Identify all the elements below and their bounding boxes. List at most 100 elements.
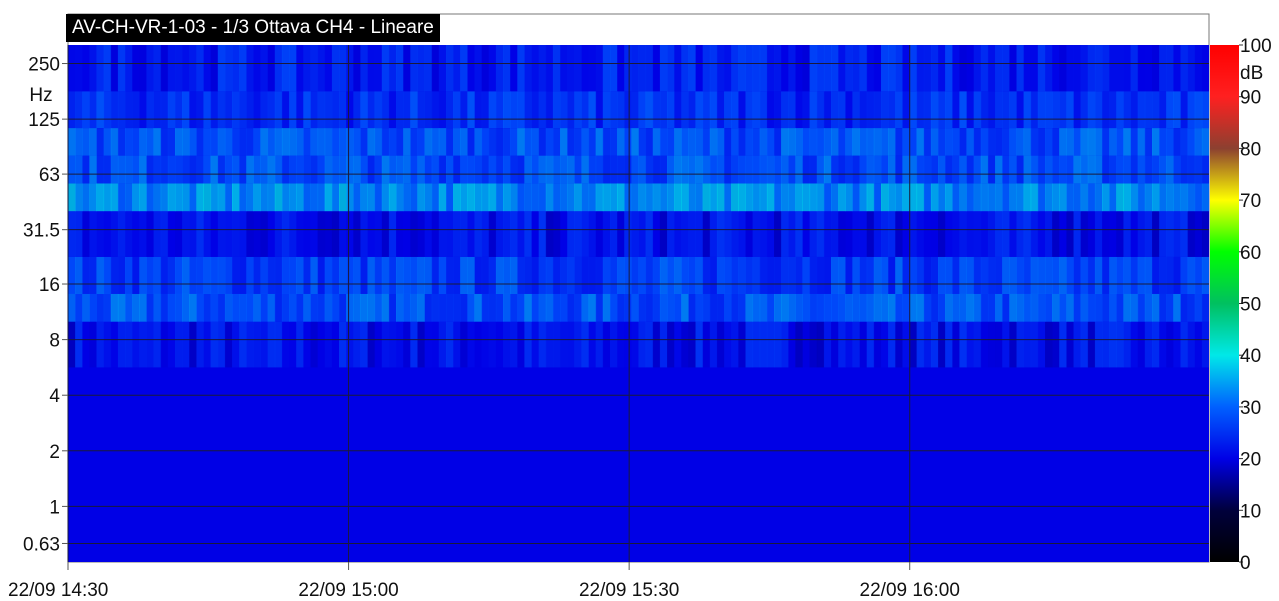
heatmap-cell <box>117 91 126 128</box>
heatmap-cell <box>560 183 568 212</box>
heatmap-cell <box>167 321 176 368</box>
heatmap-cell <box>531 321 540 368</box>
heatmap-cell <box>510 183 518 212</box>
heatmap-cell <box>581 128 590 156</box>
heatmap-cell <box>296 128 304 156</box>
heatmap-cell <box>182 256 190 294</box>
heatmap-cell <box>160 211 169 257</box>
heatmap-cell <box>802 256 811 294</box>
heatmap-cell <box>716 256 725 294</box>
heatmap-cell <box>731 183 739 212</box>
heatmap-cell <box>645 321 654 368</box>
heatmap-cell <box>952 128 960 156</box>
heatmap-cell <box>1173 321 1181 368</box>
heatmap-cell <box>667 256 675 294</box>
heatmap-cell <box>802 91 811 128</box>
heatmap-cell <box>738 155 746 184</box>
heatmap-cell <box>289 321 297 368</box>
heatmap-cell <box>110 155 119 184</box>
heatmap-cell <box>902 211 910 257</box>
heatmap-cell <box>1166 293 1174 322</box>
heatmap-cell <box>845 321 853 368</box>
heatmap-cell <box>1066 155 1074 184</box>
heatmap-cell <box>510 155 518 184</box>
heatmap-cell <box>688 293 696 322</box>
heatmap-cell <box>446 91 454 128</box>
heatmap-cell <box>788 256 796 294</box>
heatmap-cell <box>1059 155 1067 184</box>
heatmap-cell <box>1166 155 1174 184</box>
heatmap-cell <box>82 91 90 128</box>
heatmap-cell <box>474 128 483 156</box>
heatmap-cell <box>1066 45 1074 92</box>
heatmap-cell <box>189 91 197 128</box>
heatmap-cell <box>396 155 404 184</box>
heatmap-cell <box>1152 293 1160 322</box>
heatmap-cell <box>146 45 154 92</box>
heatmap-cell <box>346 45 354 92</box>
heatmap-cell <box>1187 256 1196 294</box>
heatmap-cell <box>103 211 112 257</box>
heatmap-cell <box>552 128 561 156</box>
colorbar-tick-label: 60 <box>1240 243 1261 264</box>
heatmap-cell <box>667 293 675 322</box>
heatmap-cell <box>995 91 1003 128</box>
heatmap-cell <box>232 128 240 156</box>
heatmap-cell <box>153 91 162 128</box>
heatmap-cell <box>923 128 932 156</box>
heatmap-cell <box>995 321 1003 368</box>
heatmap-cell <box>795 321 803 368</box>
heatmap-cell <box>916 128 925 156</box>
heatmap-cell <box>624 155 632 184</box>
heatmap-cell <box>339 45 347 92</box>
heatmap-cell <box>1016 45 1025 92</box>
heatmap-cell <box>96 183 105 212</box>
heatmap-cell <box>253 321 261 368</box>
heatmap-cell <box>460 256 468 294</box>
heatmap-cell <box>1137 45 1146 92</box>
heatmap-cell <box>909 91 918 128</box>
heatmap-cell <box>189 293 197 322</box>
heatmap-cell <box>1137 183 1146 212</box>
heatmap-cell <box>688 321 696 368</box>
heatmap-cell <box>724 256 732 294</box>
heatmap-cell <box>410 256 418 294</box>
heatmap-cell <box>802 211 811 257</box>
heatmap-cell <box>809 128 818 156</box>
heatmap-cell <box>503 211 511 257</box>
heatmap-cell <box>1159 256 1167 294</box>
heatmap-cell <box>845 256 853 294</box>
heatmap-cell <box>310 155 319 184</box>
heatmap-cell <box>481 183 490 212</box>
heatmap-cell <box>823 91 832 128</box>
heatmap-cell <box>117 45 126 92</box>
heatmap-cell <box>381 293 390 322</box>
heatmap-cell <box>823 45 832 92</box>
heatmap-cell <box>845 91 853 128</box>
heatmap-cell <box>702 45 711 92</box>
heatmap-cell <box>552 321 561 368</box>
heatmap-cell <box>167 293 176 322</box>
heatmap-cell <box>752 293 761 322</box>
heatmap-cell <box>845 211 853 257</box>
heatmap-cell <box>709 45 718 92</box>
heatmap-cell <box>381 128 390 156</box>
heatmap-cell <box>89 211 97 257</box>
heatmap-cell <box>852 45 860 92</box>
heatmap-cell <box>495 211 504 257</box>
heatmap-cell <box>1123 91 1131 128</box>
heatmap-cell <box>652 45 661 92</box>
heatmap-cell <box>417 183 425 212</box>
heatmap-cell <box>467 256 475 294</box>
heatmap-cell <box>987 211 996 257</box>
heatmap-cell <box>1002 91 1010 128</box>
heatmap-cell <box>510 45 518 92</box>
heatmap-cell <box>260 256 269 294</box>
heatmap-cell <box>438 128 447 156</box>
heatmap-cell <box>339 293 347 322</box>
heatmap-cell <box>1037 128 1046 156</box>
heatmap-cell <box>303 256 311 294</box>
heatmap-cell <box>909 256 918 294</box>
heatmap-cell <box>438 293 447 322</box>
heatmap-cell <box>103 293 112 322</box>
